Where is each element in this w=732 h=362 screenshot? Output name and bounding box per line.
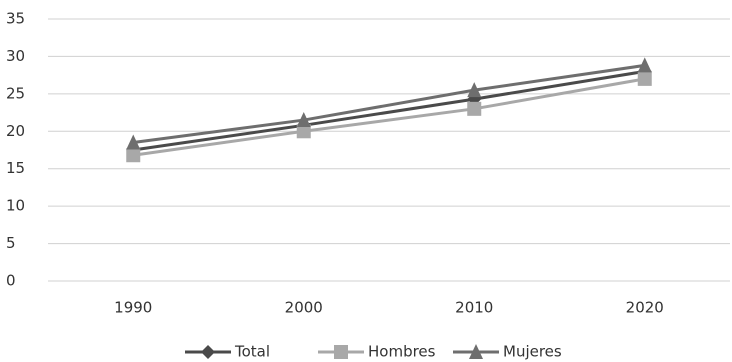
x-tick-label: 2010 <box>455 299 493 317</box>
series-line <box>133 77 646 157</box>
data-point <box>467 101 482 116</box>
legend-label: Mujeres <box>503 343 562 361</box>
y-tick-label: 10 <box>6 197 25 215</box>
y-tick-label: 5 <box>6 234 16 252</box>
y-tick-label: 30 <box>6 47 25 65</box>
data-point <box>467 82 482 98</box>
series-line <box>133 63 645 145</box>
data-point <box>296 112 311 128</box>
y-tick-label: 15 <box>6 159 25 177</box>
data-point <box>296 124 311 139</box>
legend-marker <box>201 345 215 359</box>
legend-label: Hombres <box>368 343 436 361</box>
y-tick-label: 25 <box>6 84 25 102</box>
x-tick-label: 2000 <box>285 299 323 317</box>
data-point <box>126 148 141 163</box>
legend-marker <box>469 344 483 359</box>
data-point <box>126 134 141 150</box>
legend-label: Total <box>234 343 270 361</box>
legend-marker <box>334 345 348 359</box>
x-tick-label: 2020 <box>626 299 664 317</box>
y-tick-label: 0 <box>6 272 16 290</box>
x-tick-label: 1990 <box>114 299 152 317</box>
data-point <box>637 71 652 86</box>
data-point <box>637 57 652 73</box>
series-line <box>133 69 645 152</box>
y-tick-label: 35 <box>6 10 25 28</box>
y-tick-label: 20 <box>6 122 25 140</box>
